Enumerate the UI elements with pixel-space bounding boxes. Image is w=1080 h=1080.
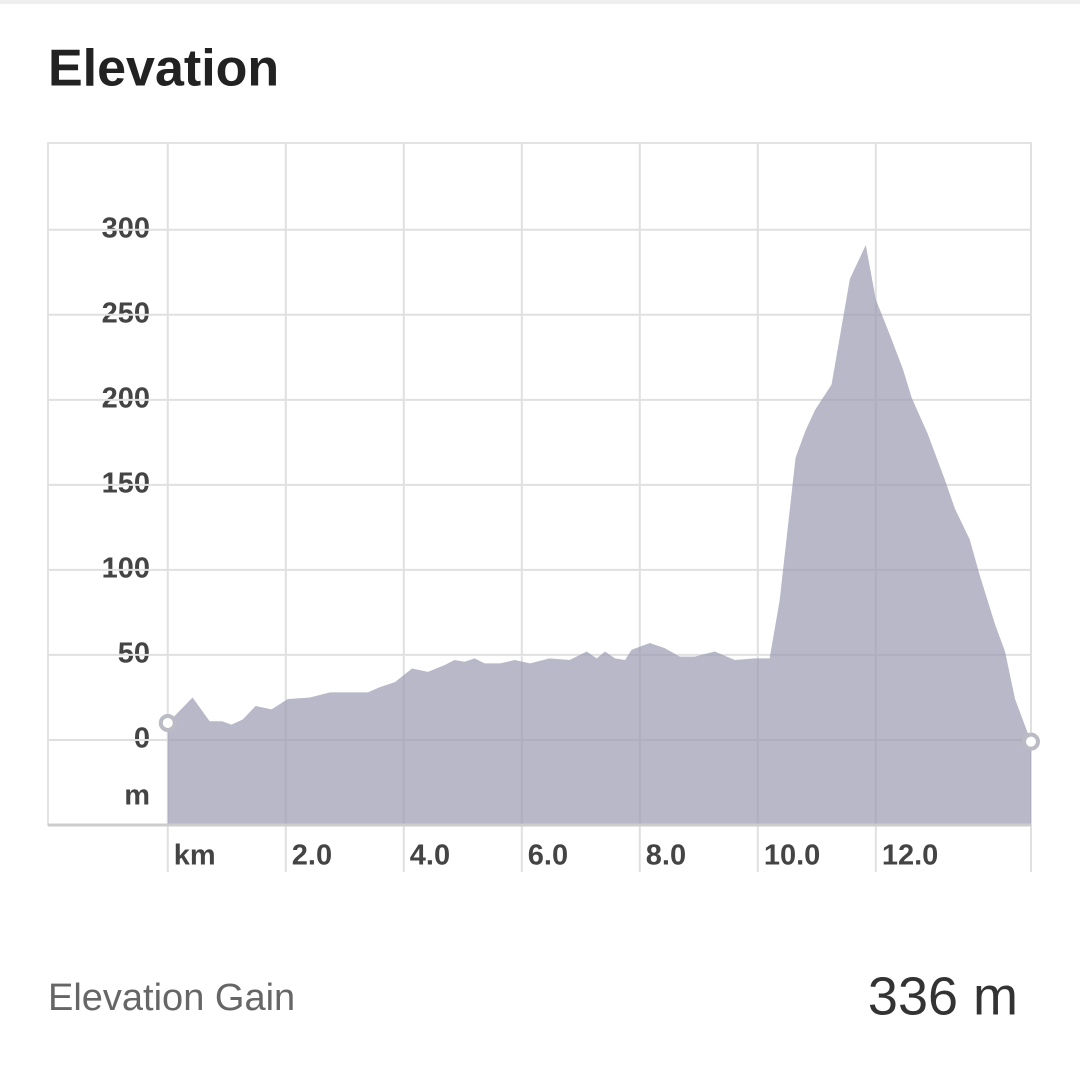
y-tick-label: 100 bbox=[102, 553, 150, 585]
x-tick-label: 8.0 bbox=[646, 840, 686, 872]
x-tick-label: km bbox=[174, 840, 216, 872]
stat-value: 336 m bbox=[868, 966, 1018, 1026]
x-tick-label: 6.0 bbox=[528, 840, 568, 872]
y-tick-label: 50 bbox=[118, 638, 150, 670]
endpoint-marker bbox=[158, 713, 177, 732]
chart-title: Elevation bbox=[48, 40, 279, 98]
x-tick-label: 10.0 bbox=[764, 840, 820, 872]
top-shadow bbox=[0, 0, 1080, 4]
x-tick-label: 12.0 bbox=[882, 840, 938, 872]
y-tick-label: 250 bbox=[102, 297, 150, 329]
y-tick-label: 300 bbox=[102, 212, 150, 244]
elevation-area bbox=[167, 245, 1031, 825]
y-axis-label: m bbox=[124, 780, 150, 812]
stat-label: Elevation Gain bbox=[48, 977, 295, 1019]
y-tick-label: 150 bbox=[102, 468, 150, 500]
endpoint-marker bbox=[1022, 732, 1040, 751]
x-tick-label: 2.0 bbox=[292, 840, 332, 872]
y-tick-label: 0 bbox=[134, 723, 150, 755]
x-tick-label: 4.0 bbox=[410, 840, 450, 872]
y-tick-label: 200 bbox=[102, 382, 150, 414]
